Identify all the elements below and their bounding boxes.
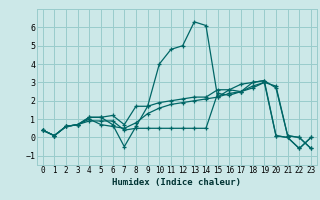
- X-axis label: Humidex (Indice chaleur): Humidex (Indice chaleur): [112, 178, 241, 187]
